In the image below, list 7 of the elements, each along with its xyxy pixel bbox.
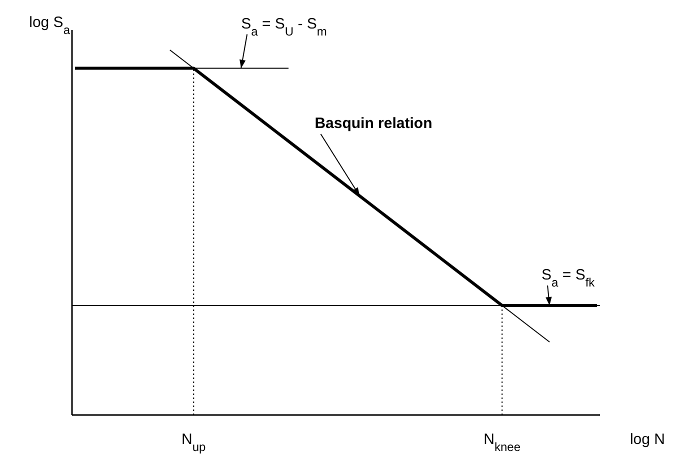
annotation: Basquin relation [314, 115, 432, 132]
x-axis-title: log N [630, 431, 665, 448]
annotation: S$_{a}$ = S$_{fk}$ [542, 266, 596, 290]
x-tick-label: N$_{up}$ [182, 431, 206, 454]
annotation: S$_{a}$ = S$_{U}$ - S$_{m}$ [241, 15, 327, 38]
x-tick-label: N$_{knee}$ [484, 431, 521, 454]
y-axis-title: log S$_{a}$ [29, 14, 70, 37]
